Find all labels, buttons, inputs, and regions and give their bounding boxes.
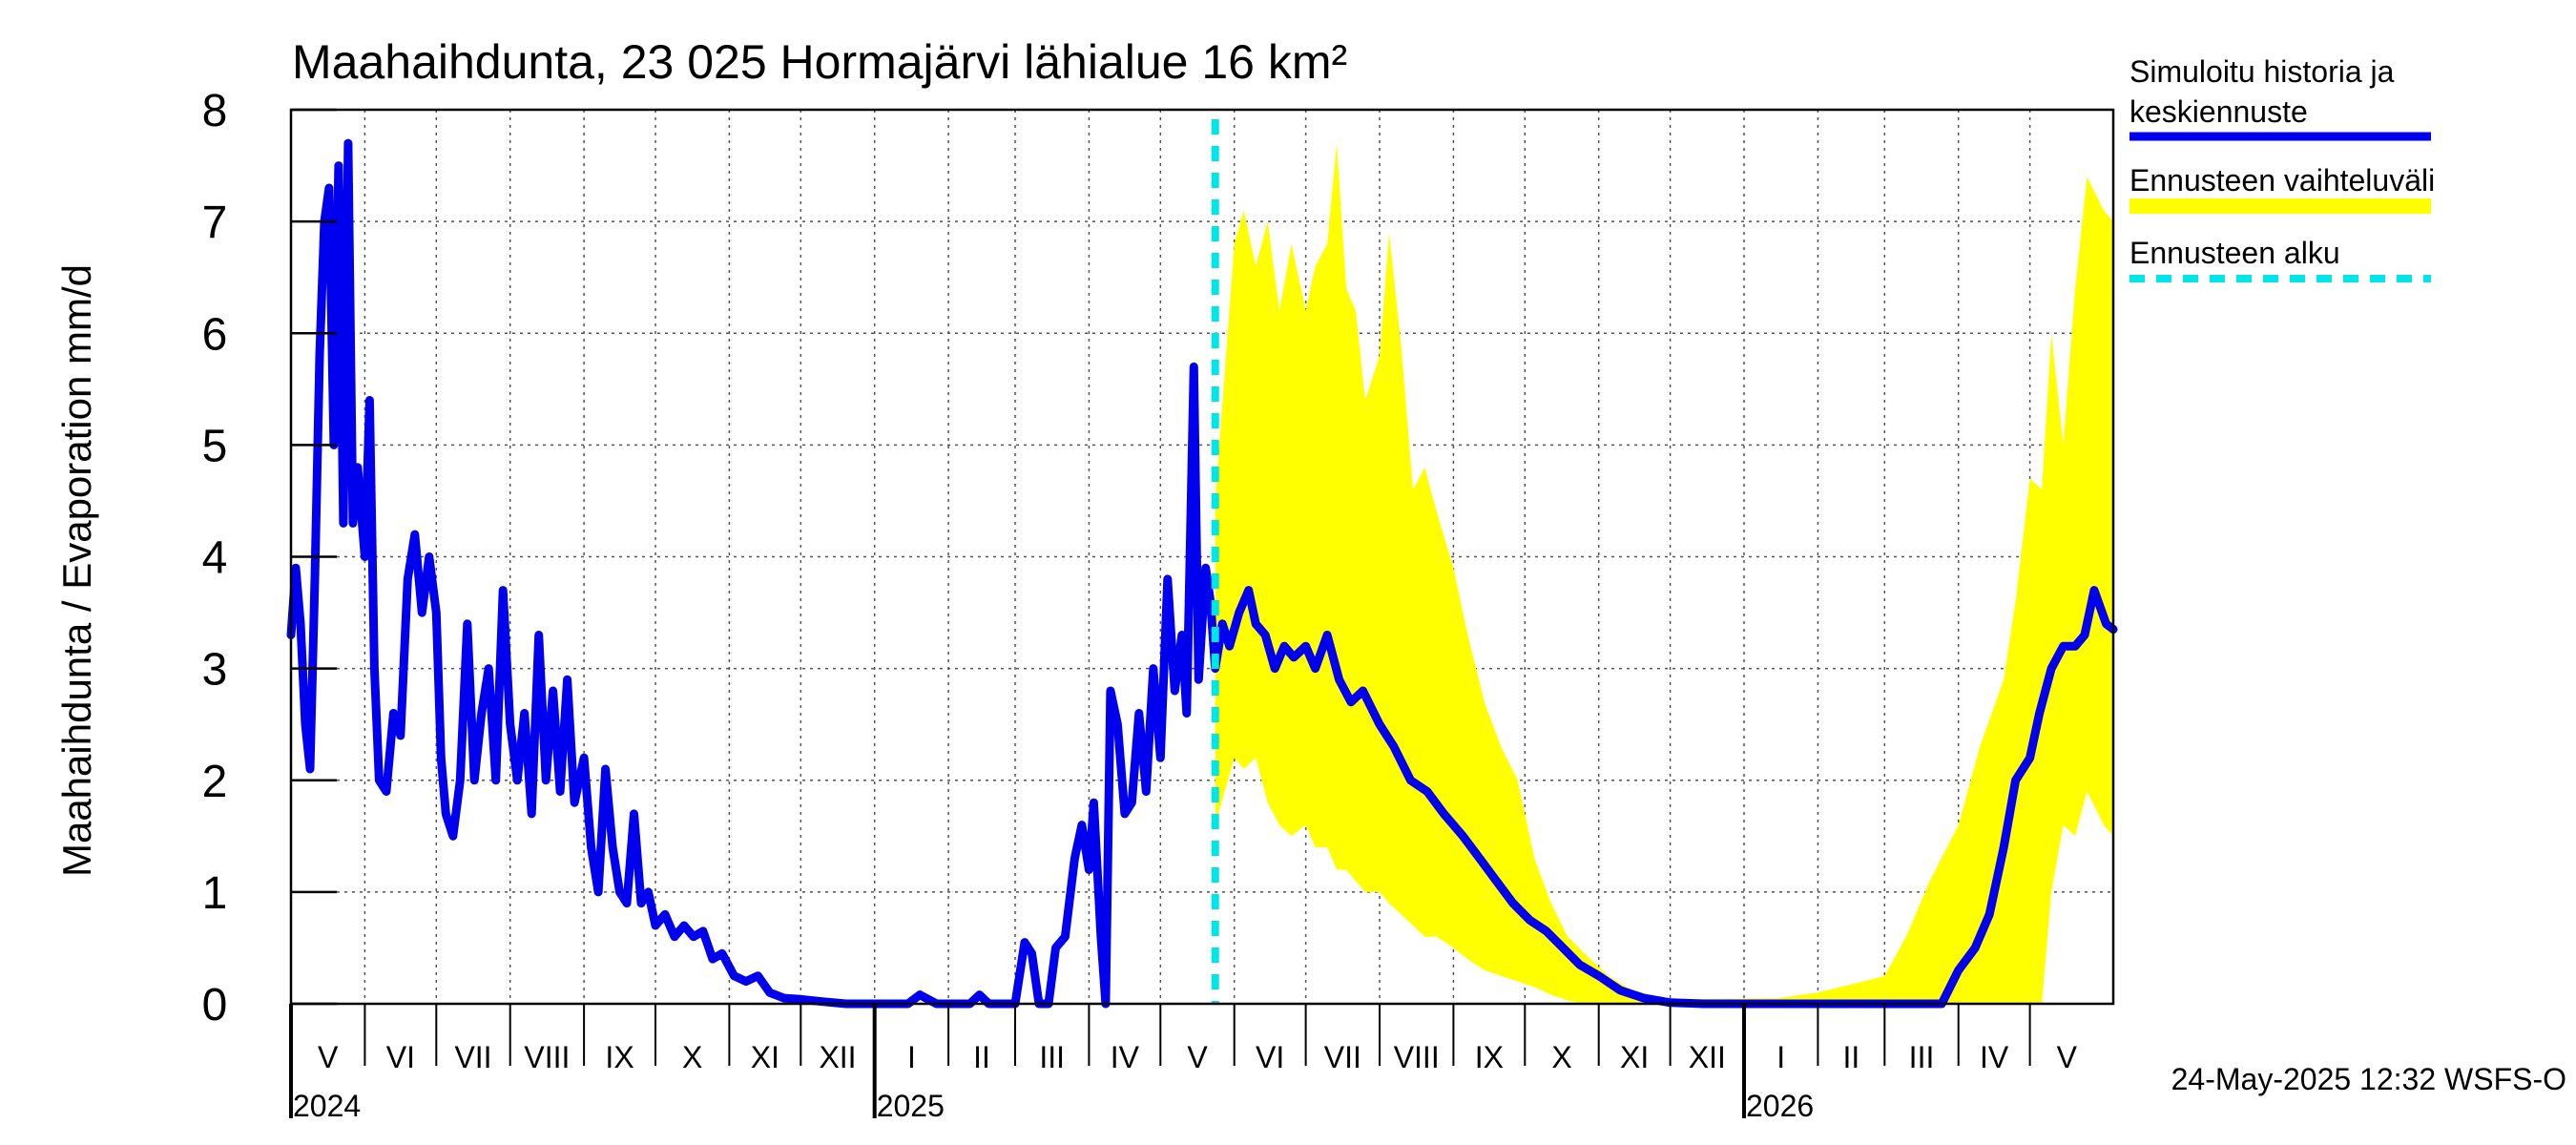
x-month-label: VIII xyxy=(1394,1040,1440,1074)
x-month-label: II xyxy=(973,1040,990,1074)
x-month-label: VIII xyxy=(524,1040,570,1074)
legend-label-simulated-line1: Simuloitu historia ja xyxy=(2129,54,2395,89)
x-month-label: IV xyxy=(1980,1040,2009,1074)
x-month-label: XI xyxy=(1620,1040,1649,1074)
x-month-label: VII xyxy=(1324,1040,1361,1074)
x-month-label: VI xyxy=(386,1040,415,1074)
legend: Simuloitu historia ja keskiennuste Ennus… xyxy=(2129,54,2435,282)
x-year-label: 2026 xyxy=(1746,1089,1814,1123)
x-month-label: X xyxy=(1551,1040,1571,1074)
x-axis: V VI VII VIII IX X XI XII I II III IV V VI VII VIII IX X X… xyxy=(289,1004,2078,1123)
y-tick-label: 7 xyxy=(202,198,228,248)
x-month-label: V xyxy=(318,1040,339,1074)
legend-label-range: Ennusteen vaihteluväli xyxy=(2129,163,2435,198)
x-month-label: III xyxy=(1909,1040,1935,1074)
x-month-label: XII xyxy=(1689,1040,1726,1074)
y-tick-label: 6 xyxy=(202,309,228,360)
x-month-label: II xyxy=(1842,1040,1859,1074)
x-month-label: X xyxy=(682,1040,702,1074)
y-tick-label: 0 xyxy=(202,980,228,1030)
x-month-label: V xyxy=(1187,1040,1208,1074)
x-month-label: VI xyxy=(1256,1040,1284,1074)
x-month-label: V xyxy=(2057,1040,2078,1074)
x-year-label: 2025 xyxy=(877,1089,945,1123)
x-month-label: IV xyxy=(1111,1040,1140,1074)
x-month-label: IX xyxy=(1475,1040,1504,1074)
x-month-label: VII xyxy=(454,1040,491,1074)
x-month-label: I xyxy=(907,1040,916,1074)
x-month-label: III xyxy=(1039,1040,1065,1074)
y-tick-label: 3 xyxy=(202,645,228,696)
x-month-label: XII xyxy=(819,1040,856,1074)
legend-label-forecast-start: Ennusteen alku xyxy=(2129,236,2340,270)
forecast-range-band xyxy=(1215,143,2113,1005)
y-axis-ticks: 0 1 2 3 4 5 6 7 8 xyxy=(202,86,337,1030)
y-tick-label: 5 xyxy=(202,421,228,471)
x-month-label: XI xyxy=(751,1040,779,1074)
x-month-label: IX xyxy=(605,1040,634,1074)
timestamp-footer: 24-May-2025 12:32 WSFS-O xyxy=(2171,1062,2566,1096)
y-tick-label: 4 xyxy=(202,533,228,584)
y-tick-label: 2 xyxy=(202,757,228,807)
legend-swatch-range xyxy=(2129,198,2431,214)
x-month-label: I xyxy=(1776,1040,1785,1074)
chart-title: Maahaihdunta, 23 025 Hormajärvi lähialue… xyxy=(292,35,1347,89)
legend-label-simulated-line2: keskiennuste xyxy=(2129,94,2308,129)
y-axis-label: Maahaihdunta / Evaporation mm/d xyxy=(54,264,99,877)
y-tick-label: 8 xyxy=(202,86,228,136)
y-tick-label: 1 xyxy=(202,868,228,919)
x-year-label: 2024 xyxy=(293,1089,361,1123)
